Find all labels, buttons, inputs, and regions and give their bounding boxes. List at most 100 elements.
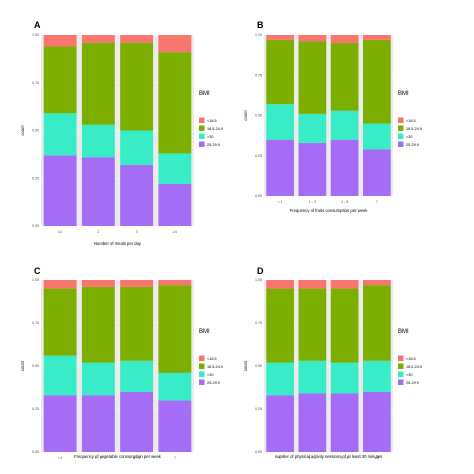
bar-segment-r25-29-9 (120, 391, 154, 452)
bar-segment-lt-18-5 (330, 35, 359, 44)
bar-segment-r25-29-9 (158, 400, 192, 452)
x-tick-label: 1 - 2 (309, 456, 316, 460)
panel-letter: B (257, 20, 264, 30)
x-tick-label: ≥4 (173, 230, 177, 234)
x-tick-label: 4 - 6 (341, 200, 348, 204)
x-axis-title: Frequency of vegetable consumption per w… (74, 454, 162, 459)
x-tick-label: < 1 (278, 200, 283, 204)
bar-segment-r18-5-24-9 (330, 43, 359, 111)
chart-panel-c: C 0.00 0.25 0.50 0.75 1.00 < 1 1 - 3 4 - 6 7 Frequ… (20, 266, 223, 460)
bar-segment-r25-29-9 (43, 155, 77, 226)
y-tick-label: 0.50 (255, 364, 262, 368)
legend-label: 18.5-24.9 (406, 365, 422, 369)
y-tick-label: 0.00 (32, 224, 39, 228)
legend-label: 25-29.9 (406, 143, 419, 147)
bar-segment-r18-5-24-9 (120, 42, 154, 131)
x-tick-label: 2 (97, 230, 99, 234)
legend-label: <18.5 (207, 357, 217, 361)
bar-segment-gt-30 (120, 130, 154, 165)
bar-segment-gt-30 (43, 355, 77, 396)
legend-swatch (398, 363, 404, 369)
bar-segment-r25-29-9 (266, 139, 294, 196)
x-tick-label: 3 - 4 (341, 456, 348, 460)
bar-segment-lt-18-5 (298, 280, 327, 289)
bar-segment-gt-30 (298, 360, 327, 394)
bar-segment-r18-5-24-9 (363, 285, 391, 361)
bar-segment-lt-18-5 (266, 35, 294, 40)
bar-segment-r18-5-24-9 (298, 288, 327, 361)
y-tick-label: 0.25 (32, 407, 39, 411)
legend-swatch (199, 125, 205, 131)
legend-label: 18.5-24.9 (406, 127, 422, 131)
x-tick-label: 3 (136, 230, 138, 234)
legend: BMI <18.5 18.5-24.9 >30 25-29.9 (398, 91, 422, 147)
legend: BMI <18.5 18.5-24.9 >30 25-29.9 (199, 91, 223, 147)
legend-swatch (398, 133, 404, 139)
legend-label: 25-29.9 (207, 143, 220, 147)
legend-label: >30 (207, 373, 213, 377)
legend-label: 25-29.9 (406, 381, 419, 385)
x-tick-label: 1 - 3 (309, 200, 316, 204)
legend-label: 25-29.9 (207, 381, 220, 385)
legend-swatch (398, 117, 404, 123)
bar-segment-r25-29-9 (330, 393, 359, 452)
y-tick-label: 0.25 (255, 407, 262, 411)
y-tick-label: 0.75 (32, 81, 39, 85)
chart-panel-a: A 0.00 0.25 0.50 0.75 1.00 ≤1 2 3 ≥4 Number of mea… (20, 20, 223, 246)
panel-letter: A (34, 20, 41, 30)
y-tick-label: 0.25 (32, 176, 39, 180)
bar-segment-r25-29-9 (158, 183, 192, 226)
y-tick-label: 0.00 (255, 194, 262, 198)
bar-segment-lt-18-5 (266, 280, 294, 289)
bar-segment-gt-30 (363, 123, 391, 150)
bar-segment-r25-29-9 (120, 164, 154, 226)
y-tick-label: 0.75 (255, 321, 262, 325)
bar-segment-lt-18-5 (120, 35, 154, 43)
y-tick-label: 0.50 (32, 129, 39, 133)
bar-segment-r18-5-24-9 (43, 288, 77, 356)
bar-segment-gt-30 (43, 113, 77, 156)
legend-swatch (398, 379, 404, 385)
y-tick-label: 1.00 (255, 278, 262, 282)
bar-segment-gt-30 (81, 124, 115, 158)
y-tick-label: 0.50 (32, 364, 39, 368)
bar-segment-r25-29-9 (81, 157, 115, 226)
y-tick-label: 1.00 (32, 278, 39, 282)
bar-segment-r18-5-24-9 (158, 285, 192, 373)
legend: BMI <18.5 18.5-24.9 >30 25-29.9 (398, 329, 422, 385)
bar-segment-gt-30 (363, 360, 391, 392)
bar-segment-r25-29-9 (298, 393, 327, 452)
legend-swatch (199, 133, 205, 139)
legend-label: <18.5 (406, 119, 416, 123)
bar-segment-lt-18-5 (330, 280, 359, 289)
bar-segment-lt-18-5 (158, 35, 192, 53)
bar-segment-r25-29-9 (298, 142, 327, 196)
chart-panel-b: B 0.00 0.25 0.50 0.75 1.00 < 1 1 - 3 4 - 6 7 Frequ… (243, 20, 422, 213)
legend-swatch (199, 363, 205, 369)
y-axis-title: count (20, 360, 25, 371)
legend-label: 18.5-24.9 (207, 127, 223, 131)
x-tick-label: 7 (376, 200, 378, 204)
legend-title: BMI (398, 329, 409, 335)
legend-swatch (199, 379, 205, 385)
x-tick-label: ≤1 (58, 230, 62, 234)
legend-swatch (199, 141, 205, 147)
bar-segment-lt-18-5 (363, 35, 391, 40)
bar-segment-r25-29-9 (363, 149, 391, 196)
x-tick-label: < 1 (58, 456, 63, 460)
bar-segment-lt-18-5 (298, 35, 327, 42)
bar-segment-gt-30 (330, 362, 359, 394)
bar-segment-r18-5-24-9 (43, 46, 77, 114)
bar-segment-r18-5-24-9 (363, 39, 391, 124)
y-tick-label: 0.75 (255, 73, 262, 77)
x-tick-label: 4 - 6 (133, 456, 140, 460)
bar-segment-lt-18-5 (363, 280, 391, 286)
y-tick-label: 0.25 (255, 154, 262, 158)
x-tick-label: 1 - 3 (95, 456, 102, 460)
bar-segment-lt-18-5 (158, 280, 192, 286)
bar-segment-r25-29-9 (43, 395, 77, 452)
x-axis-title: number of physical activity sessions of … (275, 454, 383, 459)
legend-title: BMI (398, 91, 409, 97)
bar-segment-r18-5-24-9 (81, 42, 115, 125)
